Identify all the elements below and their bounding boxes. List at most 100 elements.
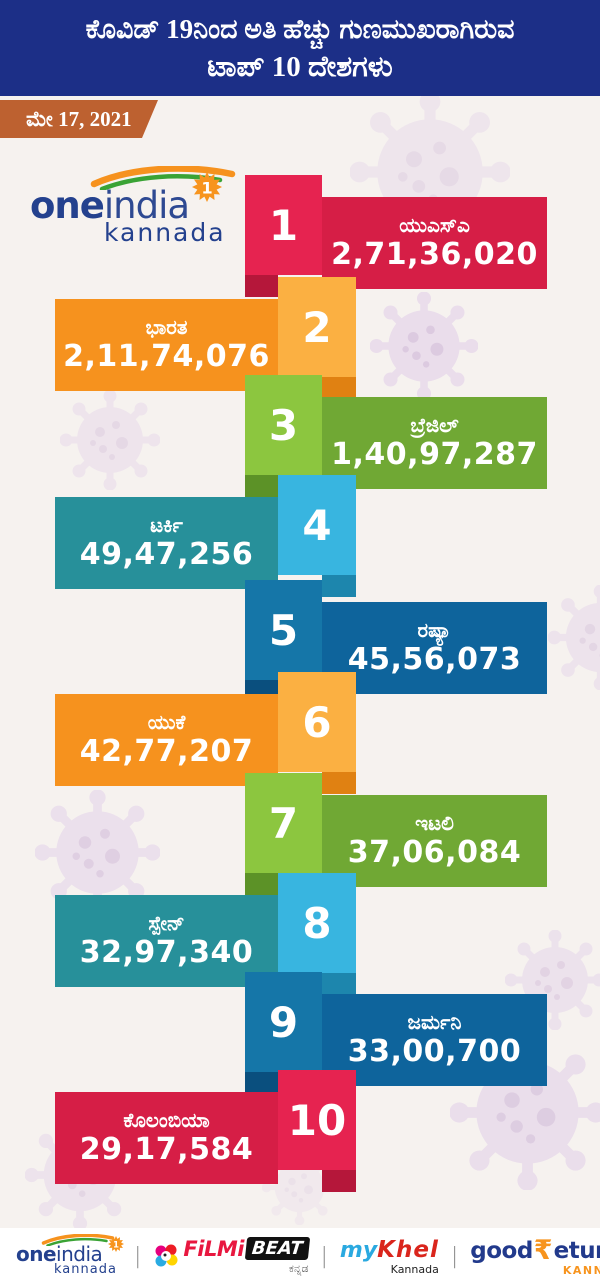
logo-india: india — [103, 184, 190, 227]
logo-wordmark: oneindia — [16, 1242, 103, 1266]
separator: | — [134, 1243, 142, 1269]
logo-india: india — [56, 1242, 103, 1266]
country-bar: ಬ್ರೆಜಿಲ್ 1,40,97,287 — [322, 397, 547, 489]
logo-kannada-label: kannada — [54, 1262, 117, 1277]
rank-number: 10 — [287, 1095, 347, 1145]
country-bar: ಜರ್ಮನಿ 33,00,700 — [322, 994, 547, 1086]
goodreturns-good-text: good — [470, 1237, 533, 1264]
goodreturns-eturns-text: eturns — [553, 1237, 600, 1264]
country-bar: ಯುಎಸ್ಎ 2,71,36,020 — [322, 197, 547, 289]
one-badge-icon: 1 — [108, 1236, 124, 1252]
rank-number: 2 — [302, 302, 332, 352]
rank-item-8: ಸ್ಪೇನ್ 32,97,340 8 — [0, 873, 600, 995]
country-name: ಇಟಲಿ — [415, 811, 454, 835]
recovered-count: 42,77,207 — [79, 734, 254, 769]
country-bar: ಇಟಲಿ 37,06,084 — [322, 795, 547, 887]
country-bar: ಟರ್ಕಿ 49,47,256 — [55, 497, 278, 589]
mykhel-khel-text: Khel — [377, 1236, 439, 1263]
rank-item-3: 3 ಬ್ರೆಜಿಲ್ 1,40,97,287 — [0, 375, 600, 497]
separator: | — [450, 1243, 459, 1269]
filmibeat-pinwheel-icon — [155, 1244, 178, 1267]
rank-number-block: 3 — [245, 375, 322, 475]
rank-item-1: 1 ಯುಎಸ್ಎ 2,71,36,020 — [0, 175, 600, 297]
oneindia-logo: 1 oneindia kannada — [30, 166, 240, 252]
country-name: ರಷ್ಯಾ — [417, 618, 452, 642]
filmibeat-filmi-text: FiLMi — [183, 1236, 244, 1261]
filmibeat-beat-text: BEAT — [244, 1237, 310, 1260]
one-badge-icon: 1 — [192, 172, 222, 202]
footer-brand-strip: 1 oneindia kannada | FiLMi BEAT ಕನ್ನಡ — [0, 1228, 600, 1284]
rank-number-block: 10 — [278, 1070, 356, 1170]
rank-item-10: ಕೊಲಂಬಿಯಾ 29,17,584 10 — [0, 1070, 600, 1192]
logo-one: one — [30, 184, 105, 227]
country-bar: ಸ್ಪೇನ್ 32,97,340 — [55, 895, 278, 987]
country-name: ಟರ್ಕಿ — [150, 513, 183, 537]
filmibeat-kannada-label: ಕನ್ನಡ — [288, 1261, 309, 1275]
logo-one: one — [16, 1242, 57, 1266]
recovered-count: 45,56,073 — [347, 642, 522, 677]
rupee-icon: ₹ — [533, 1235, 553, 1266]
date-badge: ಮೇ 17, 2021 — [0, 100, 158, 138]
country-name: ಜರ್ಮನಿ — [407, 1010, 462, 1034]
ribbon-fold — [322, 772, 356, 794]
page-title-line1: ಕೊವಿಡ್ 19ನಿಂದ ಅತಿ ಹೆಚ್ಚು ಗುಣಮುಖರಾಗಿರುವ — [85, 14, 515, 44]
ribbon-fold — [245, 873, 278, 895]
recovered-count: 37,06,084 — [347, 835, 522, 870]
ribbon-fold — [322, 377, 356, 399]
header-banner: ಕೊವಿಡ್ 19ನಿಂದ ಅತಿ ಹೆಚ್ಚು ಗುಣಮುಖರಾಗಿರುವ ಟ… — [0, 0, 600, 96]
filmibeat-logo: FiLMi BEAT ಕನ್ನಡ — [153, 1236, 310, 1276]
rank-item-6: ಯುಕೆ 42,77,207 6 — [0, 672, 600, 794]
page-title-line2: ಟಾಪ್ 10 ದೇಶಗಳು — [207, 51, 393, 83]
recovered-count: 32,97,340 — [79, 935, 254, 970]
country-name: ಯುಕೆ — [147, 710, 186, 734]
badge-number: 1 — [113, 1240, 119, 1250]
rank-number: 5 — [268, 605, 299, 655]
rank-number: 9 — [268, 997, 299, 1047]
recovered-count: 29,17,584 — [79, 1132, 254, 1167]
rank-item-2: ಭಾರತ 2,11,74,076 2 — [0, 277, 600, 399]
oneindia-footer-logo: 1 oneindia kannada — [16, 1233, 124, 1279]
rank-number-block: 7 — [245, 773, 322, 873]
recovered-count: 1,40,97,287 — [331, 437, 538, 472]
ribbon-fold — [245, 475, 278, 497]
rank-item-4: ಟರ್ಕಿ 49,47,256 4 — [0, 475, 600, 597]
logo-kannada-label: kannada — [104, 218, 226, 247]
mykhel-my-text: my — [339, 1237, 378, 1263]
country-name: ಭಾರತ — [145, 315, 188, 339]
ribbon-fold — [322, 1170, 356, 1192]
recovered-count: 2,11,74,076 — [63, 339, 270, 374]
recovered-count: 2,71,36,020 — [331, 237, 538, 272]
rank-item-5: 5 ರಷ್ಯಾ 45,56,073 — [0, 580, 600, 702]
rank-number-block: 6 — [278, 672, 356, 772]
rank-number: 1 — [268, 200, 299, 250]
country-name: ಸ್ಪೇನ್ — [148, 911, 185, 935]
rank-number: 4 — [302, 500, 332, 550]
separator: | — [320, 1243, 328, 1269]
ribbon-fold — [322, 575, 356, 597]
rank-number-block: 2 — [278, 277, 356, 377]
rank-number-block: 8 — [278, 873, 356, 973]
goodreturns-logo: good ₹ eturns KANNADA — [470, 1235, 600, 1277]
ribbon-fold — [322, 973, 356, 995]
country-bar: ಕೊಲಂಬಿಯಾ 29,17,584 — [55, 1092, 278, 1184]
badge-number: 1 — [201, 178, 212, 197]
logo-wordmark: oneindia — [30, 184, 190, 227]
country-name: ಕೊಲಂಬಿಯಾ — [123, 1108, 210, 1132]
mykhel-kannada-label: Kannada — [390, 1262, 439, 1276]
country-name: ಯುಎಸ್ಎ — [399, 213, 470, 237]
rank-number: 8 — [302, 898, 332, 948]
country-name: ಬ್ರೆಜಿಲ್ — [410, 413, 459, 437]
rank-number-block: 9 — [245, 972, 322, 1072]
recovered-count: 33,00,700 — [347, 1034, 522, 1069]
ribbon-fold — [245, 1072, 278, 1094]
rank-number-block: 1 — [245, 175, 322, 275]
country-bar: ಯುಕೆ 42,77,207 — [55, 694, 278, 786]
rank-item-7: 7 ಇಟಲಿ 37,06,084 — [0, 773, 600, 895]
ribbon-fold — [245, 275, 278, 297]
tricolor-arc-icon — [41, 1234, 115, 1246]
rank-number: 3 — [268, 400, 299, 450]
mykhel-logo: my Khel Kannada — [340, 1237, 439, 1276]
country-bar: ರಷ್ಯಾ 45,56,073 — [322, 602, 547, 694]
recovered-count: 49,47,256 — [79, 537, 254, 572]
